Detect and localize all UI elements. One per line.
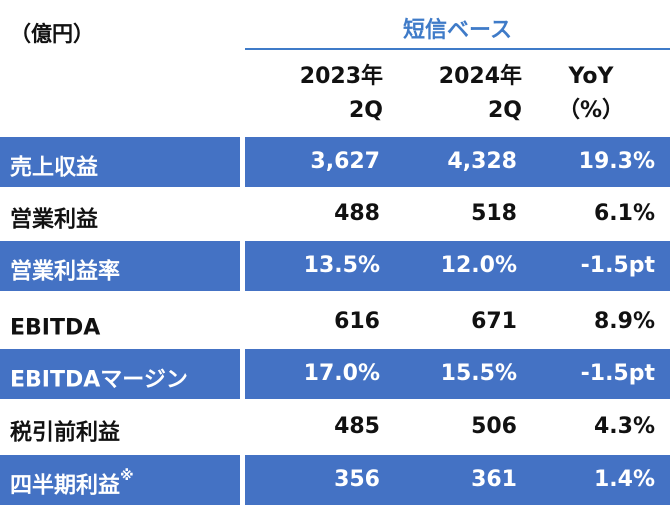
row-label: EBITDA (10, 297, 100, 347)
cell-2024: 15.5% (440, 361, 517, 386)
row-label-background (0, 455, 240, 505)
row-label: 税引前利益 (10, 402, 120, 452)
basis-underline (245, 48, 670, 50)
cell-2023: 488 (334, 201, 380, 226)
table-row: 売上収益 3,627 4,328 19.3% (0, 137, 670, 187)
row-label-background (0, 349, 240, 399)
header-2024-year: 2024年 (438, 64, 522, 89)
header-2024-2q: 2024年 2Q (390, 60, 522, 130)
row-label: EBITDAマージン (10, 349, 188, 399)
cell-2023: 17.0% (303, 361, 380, 386)
header-2023-year: 2023年 (299, 64, 383, 89)
cell-2024: 518 (471, 201, 517, 226)
row-label-text: 営業利益率 (10, 259, 121, 285)
cell-yoy: 4.3% (593, 414, 655, 439)
cell-yoy: 1.4% (593, 467, 655, 492)
cell-2023: 485 (334, 414, 380, 439)
row-value-background (245, 137, 670, 187)
row-label-text: 営業利益 (10, 207, 99, 233)
table-row: 営業利益率 13.5% 12.0% -1.5pt (0, 241, 670, 291)
cell-yoy: -1.5pt (580, 361, 655, 386)
cell-2024: 506 (471, 414, 517, 439)
row-label-background (0, 137, 240, 187)
row-label: 売上収益 (10, 137, 98, 187)
row-value-background (245, 349, 670, 399)
header-yoy-label: YoY (568, 64, 614, 89)
row-label-text: EBITDA (10, 315, 101, 341)
row-label-text: 売上収益 (10, 155, 99, 181)
cell-yoy: 8.9% (593, 309, 655, 334)
row-label: 営業利益 (10, 189, 98, 239)
row-value-background (245, 241, 670, 291)
header-yoy-unit: （%） (557, 98, 625, 123)
unit-label: （億円） (10, 22, 94, 46)
cell-yoy: -1.5pt (580, 253, 655, 278)
header-yoy: YoY （%） (530, 60, 652, 130)
row-label-text: EBITDAマージン (10, 367, 188, 393)
cell-2023: 616 (334, 309, 380, 334)
row-label: 四半期利益※ (10, 455, 134, 505)
cell-2024: 361 (471, 467, 517, 492)
table-row: 税引前利益 485 506 4.3% (0, 402, 670, 452)
row-value-background (245, 455, 670, 505)
row-label-background (0, 241, 240, 291)
cell-yoy: 19.3% (578, 149, 655, 174)
header-2023-2q: 2023年 2Q (245, 60, 383, 130)
cell-2024: 671 (471, 309, 517, 334)
header-2023-quarter: 2Q (348, 98, 383, 123)
header-2024-quarter: 2Q (487, 98, 522, 123)
table-row: EBITDAマージン 17.0% 15.5% -1.5pt (0, 349, 670, 399)
cell-2023: 356 (334, 467, 380, 492)
cell-2024: 4,328 (447, 149, 517, 174)
basis-label: 短信ベース (403, 18, 512, 43)
table-row: EBITDA 616 671 8.9% (0, 297, 670, 347)
table-row: 四半期利益※ 356 361 1.4% (0, 455, 670, 505)
row-label-text: 四半期利益 (10, 473, 121, 499)
cell-yoy: 6.1% (593, 201, 655, 226)
cell-2023: 3,627 (310, 149, 380, 174)
row-label: 営業利益率 (10, 241, 120, 291)
cell-2024: 12.0% (440, 253, 517, 278)
row-label-note: ※ (120, 468, 134, 484)
table-row: 営業利益 488 518 6.1% (0, 189, 670, 239)
cell-2023: 13.5% (303, 253, 380, 278)
row-label-text: 税引前利益 (10, 420, 121, 446)
